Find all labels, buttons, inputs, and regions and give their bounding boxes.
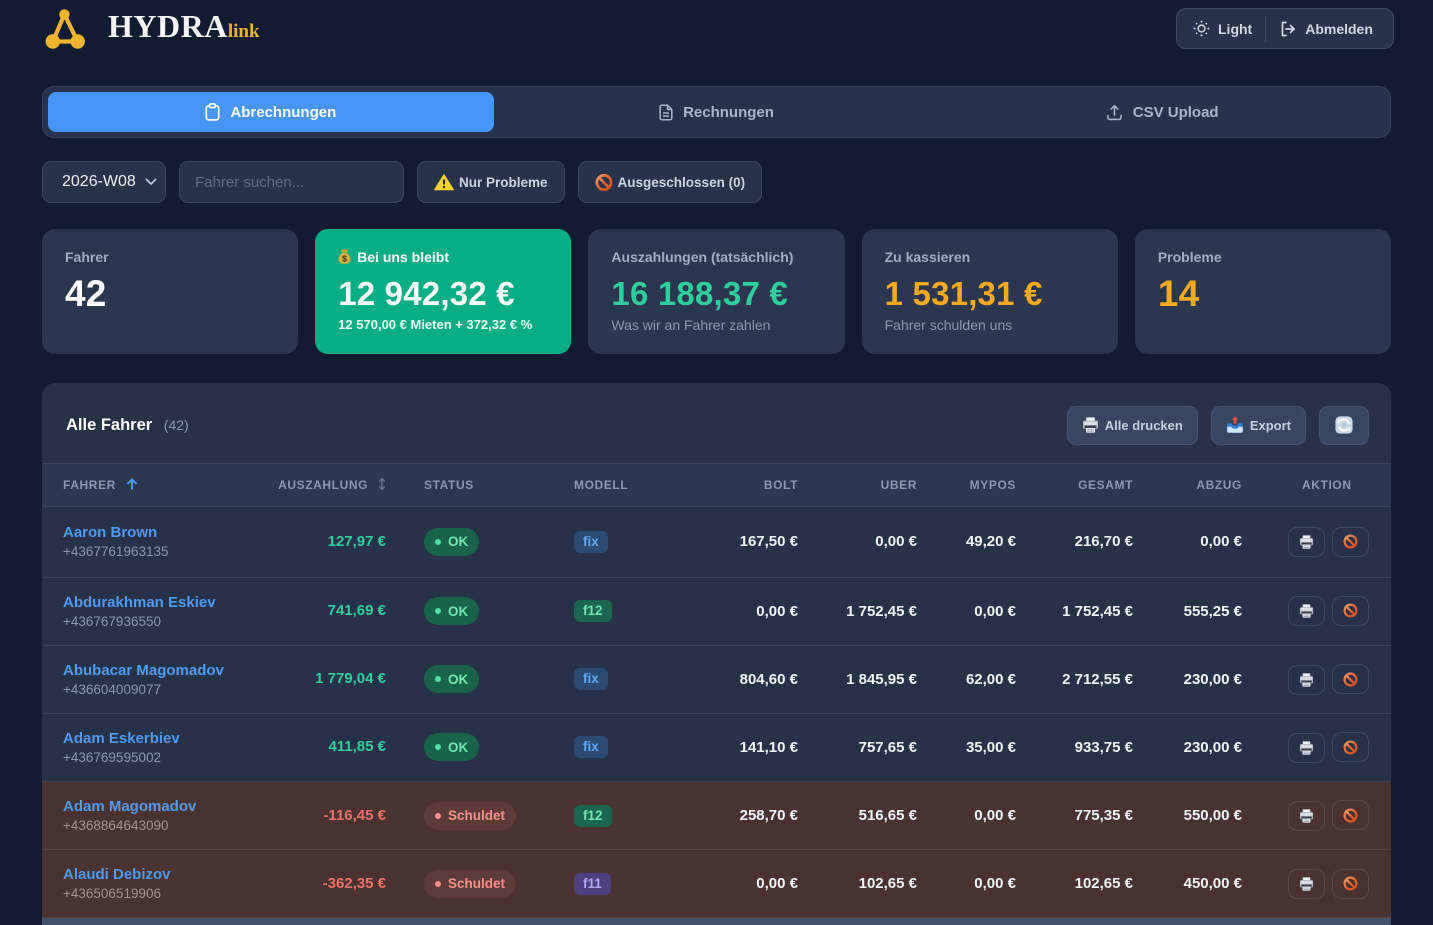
svg-text:$: $	[342, 253, 347, 263]
